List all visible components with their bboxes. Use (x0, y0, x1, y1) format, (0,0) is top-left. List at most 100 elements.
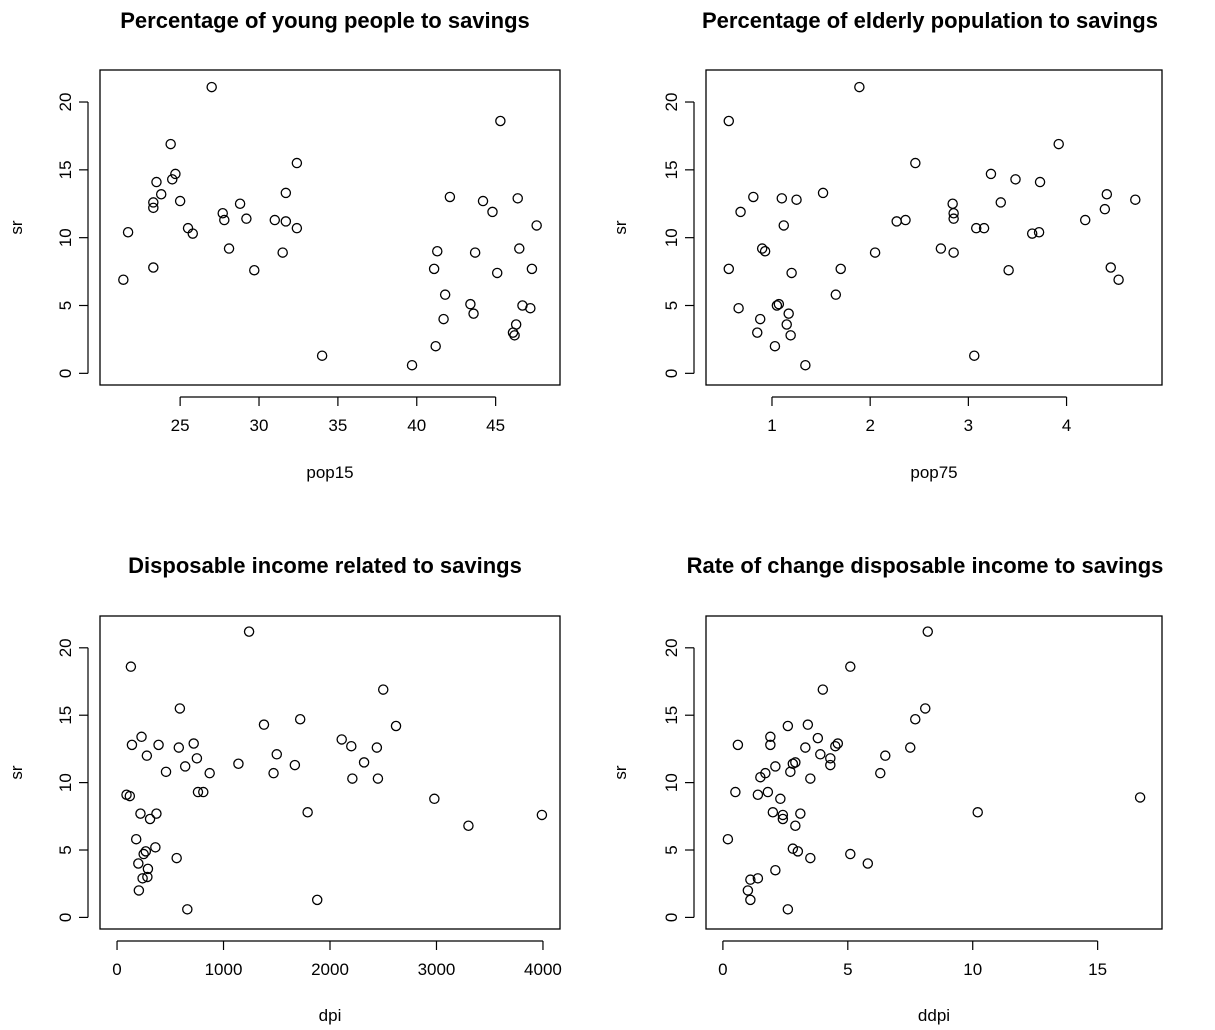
data-point (775, 793, 786, 805)
data-point (922, 626, 934, 637)
data-point (526, 263, 538, 275)
y-tick-label: 20 (662, 93, 681, 112)
data-point (948, 208, 959, 219)
x-axis-label: ddpi (918, 1006, 950, 1025)
data-point (985, 168, 997, 180)
data-point (280, 216, 292, 227)
chart-title: Rate of change disposable income to savi… (687, 553, 1164, 578)
data-point (243, 626, 255, 637)
data-point (752, 873, 764, 884)
x-tick-label: 25 (171, 416, 190, 435)
x-tick-label: 35 (328, 416, 347, 435)
y-tick-label: 20 (56, 93, 75, 112)
data-point (735, 206, 746, 218)
data-point (531, 220, 542, 231)
data-point (136, 731, 147, 743)
data-point (910, 157, 921, 169)
data-point (730, 786, 741, 798)
y-tick-label: 5 (56, 301, 75, 310)
data-point (280, 187, 292, 199)
plot-frame (99, 615, 561, 930)
data-point (783, 308, 794, 319)
data-point (787, 843, 799, 854)
y-tick-label: 0 (662, 369, 681, 378)
plot-frame (705, 69, 1163, 386)
data-point (444, 191, 456, 203)
data-point (269, 214, 281, 226)
data-point (316, 350, 328, 361)
data-point (166, 174, 178, 185)
x-axis-label: pop75 (910, 463, 957, 482)
y-tick-label: 10 (662, 228, 681, 247)
data-point (118, 274, 129, 285)
data-point (723, 263, 735, 275)
data-point (125, 661, 137, 672)
data-point (948, 213, 959, 224)
y-tick-label: 15 (662, 706, 681, 725)
x-axis-label: pop15 (306, 463, 353, 482)
y-tick-label: 5 (662, 845, 681, 854)
data-point (800, 359, 811, 371)
data-point (142, 871, 153, 883)
data-point (767, 807, 779, 818)
data-point (1010, 174, 1021, 185)
data-point (204, 767, 215, 779)
data-point (165, 138, 176, 150)
data-point (880, 750, 891, 761)
data-point (294, 714, 306, 725)
y-tick-label: 10 (56, 228, 75, 247)
y-tick-label: 5 (56, 845, 75, 854)
data-point (174, 195, 186, 207)
data-point (241, 213, 252, 224)
y-tick-label: 15 (56, 160, 75, 179)
data-point (135, 808, 146, 819)
data-point (217, 208, 228, 219)
data-point (191, 753, 203, 764)
y-tick-label: 20 (662, 638, 681, 657)
data-point (223, 243, 235, 254)
data-point (206, 81, 217, 93)
data-point (487, 206, 498, 218)
data-point (151, 808, 162, 819)
data-point (469, 247, 481, 258)
chart-panel-4: Rate of change disposable income to savi… (611, 553, 1163, 1025)
data-point (429, 793, 440, 805)
data-point (920, 703, 931, 714)
data-point (765, 731, 776, 743)
data-point (133, 858, 144, 869)
data-point (465, 298, 476, 310)
data-point (514, 243, 525, 254)
data-point (1003, 264, 1014, 276)
data-point (791, 194, 802, 205)
data-point (1113, 274, 1124, 285)
data-point (170, 168, 181, 180)
y-tick-label: 0 (56, 369, 75, 378)
data-point (347, 773, 358, 784)
data-point (845, 661, 856, 672)
data-point (835, 263, 846, 275)
plot-frame (99, 69, 561, 386)
data-point (795, 808, 806, 819)
data-point (428, 263, 440, 275)
x-tick-label: 30 (250, 416, 269, 435)
x-tick-label: 4000 (524, 960, 562, 979)
data-point (198, 786, 209, 798)
data-point (762, 786, 774, 798)
x-tick-label: 3 (964, 416, 973, 435)
data-point (1130, 194, 1141, 205)
data-point (249, 264, 260, 276)
data-point (770, 761, 781, 772)
plot-frame (705, 615, 1163, 930)
data-point (733, 302, 744, 314)
data-point (358, 757, 370, 768)
data-point (536, 809, 548, 821)
chart-panel-1: Percentage of young people to savings 25 3… (7, 8, 561, 482)
data-point (759, 245, 771, 257)
data-point (233, 758, 244, 769)
x-axis-label: dpi (319, 1006, 342, 1025)
data-point (148, 262, 159, 273)
data-point (875, 767, 886, 779)
y-tick-label: 10 (56, 773, 75, 792)
